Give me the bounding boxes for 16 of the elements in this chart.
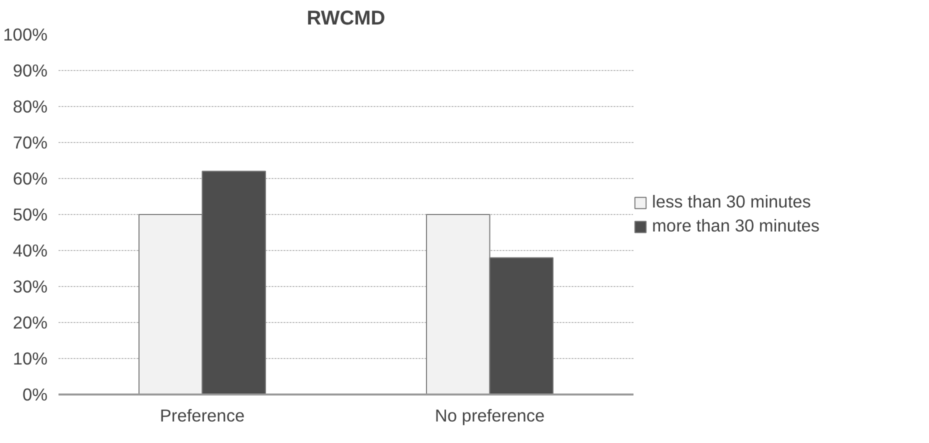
y-tick-label: 50% <box>12 204 48 224</box>
y-tick-label: 80% <box>12 96 48 116</box>
y-tick-label: 100% <box>3 24 48 44</box>
chart-title: RWCMD <box>306 8 386 30</box>
y-tick-label: 90% <box>12 60 48 80</box>
y-tick-label: 20% <box>12 312 48 332</box>
y-tick-label: 30% <box>12 276 48 296</box>
y-tick-label: 60% <box>12 168 48 188</box>
legend-label: more than 30 minutes <box>652 216 820 236</box>
legend-label: less than 30 minutes <box>652 192 811 212</box>
x-tick-label: Preference <box>160 406 245 426</box>
x-tick-label: No preference <box>434 406 545 426</box>
y-tick-label: 10% <box>12 348 48 368</box>
y-tick-label: 40% <box>12 240 48 260</box>
y-tick-label: 70% <box>12 132 48 152</box>
y-tick-label: 0% <box>22 384 48 404</box>
